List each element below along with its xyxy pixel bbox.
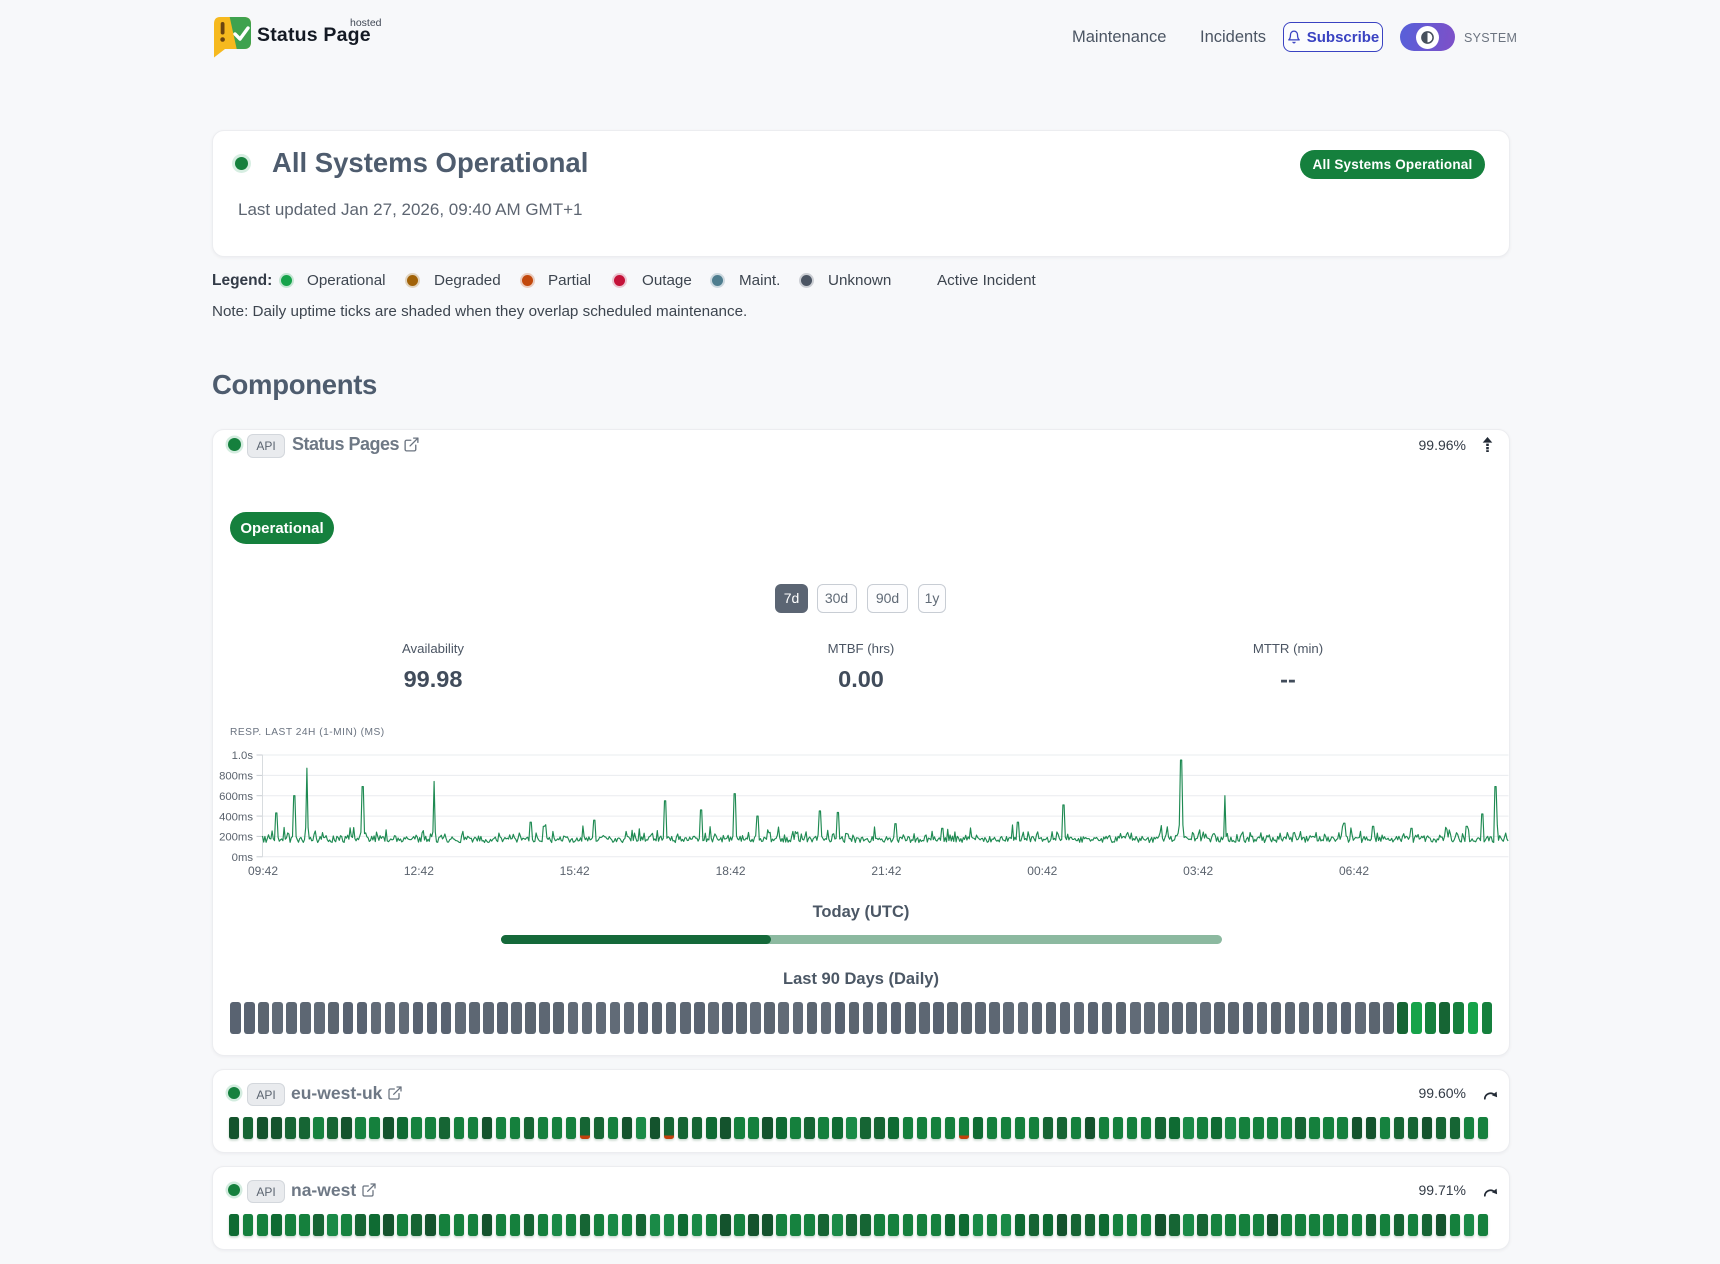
svg-text:21:42: 21:42: [871, 864, 901, 878]
svg-text:09:42: 09:42: [248, 864, 278, 878]
svg-text:15:42: 15:42: [560, 864, 590, 878]
svg-text:800ms: 800ms: [219, 771, 253, 783]
svg-text:03:42: 03:42: [1183, 864, 1213, 878]
svg-text:06:42: 06:42: [1339, 864, 1369, 878]
svg-text:1.0s: 1.0s: [232, 750, 254, 762]
svg-text:12:42: 12:42: [404, 864, 434, 878]
svg-text:0ms: 0ms: [232, 852, 254, 864]
svg-text:200ms: 200ms: [219, 832, 253, 844]
svg-text:18:42: 18:42: [716, 864, 746, 878]
svg-text:400ms: 400ms: [219, 811, 253, 823]
svg-text:00:42: 00:42: [1027, 864, 1057, 878]
svg-text:600ms: 600ms: [219, 791, 253, 803]
